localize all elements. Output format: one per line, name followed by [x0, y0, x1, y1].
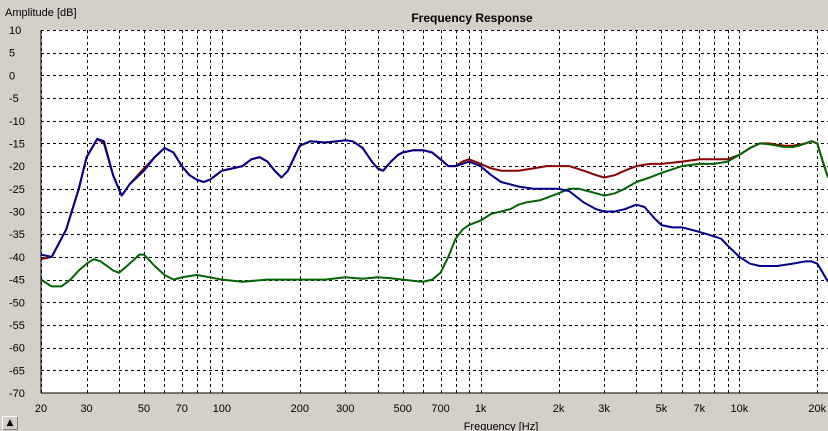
- x-tick-label: 5k: [656, 403, 668, 415]
- x-axis-title: Frequency [Hz]: [464, 421, 539, 431]
- x-tick-label: 3k: [598, 403, 610, 415]
- y-tick-label: 0: [9, 70, 15, 82]
- x-tick-label: 500: [394, 403, 412, 415]
- x-tick-label: 30: [80, 403, 92, 415]
- y-tick-label: -5: [9, 93, 19, 105]
- y-tick-label: -15: [9, 138, 25, 150]
- x-tick-label: 100: [213, 403, 231, 415]
- x-tick-label: 20k: [808, 403, 826, 415]
- y-tick-label: -55: [9, 320, 25, 332]
- chart-title: Frequency Response: [411, 11, 533, 25]
- grid: [41, 30, 828, 393]
- x-tick-label: 7k: [693, 403, 705, 415]
- y-tick-labels: 10 5 0 -5 -10 -15 -20 -25 -30 -35 -40 -45 -50 -55 -60 -…: [9, 25, 25, 400]
- x-tick-label: 50: [138, 403, 150, 415]
- scroll-up-button[interactable]: ▲: [2, 416, 18, 430]
- x-tick-label: 300: [336, 403, 354, 415]
- series-line-2: [40, 140, 828, 288]
- y-tick-label: -20: [9, 161, 25, 173]
- series-line-3: [40, 137, 828, 283]
- y-tick-label: -45: [9, 275, 25, 287]
- y-axis-title: Amplitude [dB]: [5, 7, 77, 19]
- y-tick-label: -70: [9, 388, 25, 400]
- y-tick-label: -30: [9, 207, 25, 219]
- x-tick-labels: 20 30 50 70 100 200 300 500 700 1k 2k 3k 5k 7k 10k 20k: [35, 403, 827, 415]
- x-tick-label: 1k: [475, 403, 487, 415]
- y-tick-label: 5: [9, 48, 15, 60]
- x-tick-label: 2k: [553, 403, 565, 415]
- x-tick-label: 20: [35, 403, 47, 415]
- x-tick-label: 10k: [731, 403, 749, 415]
- y-tick-label: -50: [9, 297, 25, 309]
- y-tick-label: 10: [9, 25, 21, 37]
- y-tick-label: -35: [9, 229, 25, 241]
- x-tick-label: 70: [176, 403, 188, 415]
- x-tick-label: 200: [291, 403, 309, 415]
- y-tick-label: -25: [9, 184, 25, 196]
- plot-area: [41, 30, 828, 393]
- y-tick-label: -10: [9, 116, 25, 128]
- y-tick-label: -65: [9, 365, 25, 377]
- series-lines: [40, 137, 828, 288]
- y-tick-label: -40: [9, 252, 25, 264]
- y-tick-label: -60: [9, 343, 25, 355]
- x-tick-label: 700: [431, 403, 449, 415]
